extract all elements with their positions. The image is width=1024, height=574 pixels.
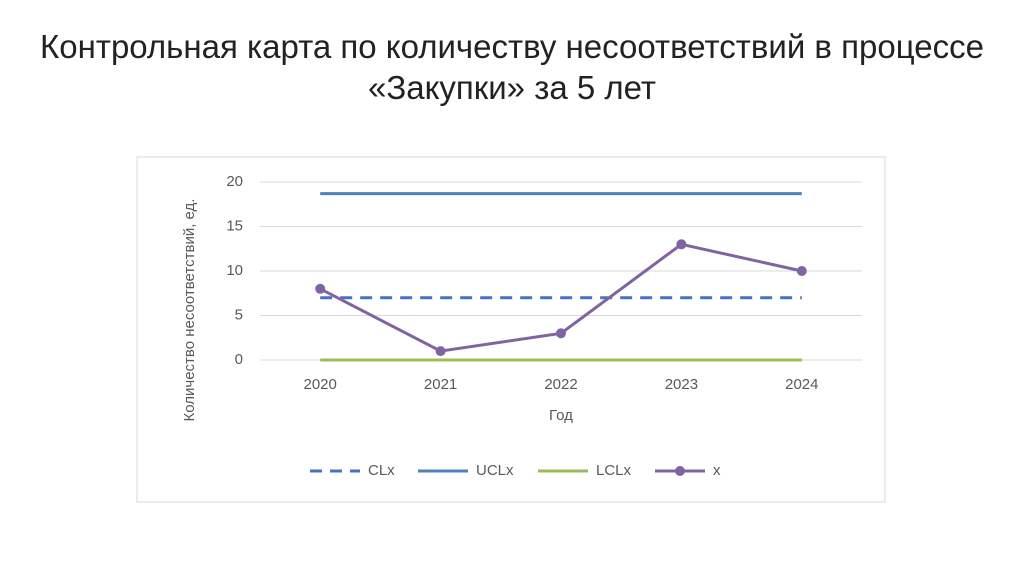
data-point (676, 239, 687, 250)
chart-frame (136, 156, 886, 503)
x-tick-label: 2022 (544, 376, 577, 393)
x-tick-label: 2021 (424, 376, 457, 393)
y-tick-label: 10 (226, 262, 243, 279)
x-tick-label: 2020 (304, 376, 337, 393)
legend-label: x (713, 462, 721, 479)
legend-marker (675, 466, 685, 476)
legend-label: CLx (368, 462, 395, 479)
chart-title: Контрольная карта по количеству несоотве… (40, 28, 984, 106)
data-point (435, 346, 446, 357)
x-tick-label: 2024 (785, 376, 818, 393)
legend-label: UCLx (476, 462, 514, 479)
legend-label: LCLx (596, 462, 632, 479)
x-tick-label: 2023 (665, 376, 698, 393)
data-point (556, 328, 566, 339)
data-point (315, 283, 326, 294)
y-axis-label: Количество несоответствий, ед. (181, 199, 198, 422)
y-tick-label: 20 (226, 173, 243, 190)
y-tick-label: 15 (226, 217, 243, 234)
data-point (796, 266, 807, 276)
x-axis-label: Год (549, 407, 573, 424)
y-tick-label: 0 (235, 351, 243, 368)
y-tick-label: 5 (235, 306, 243, 323)
